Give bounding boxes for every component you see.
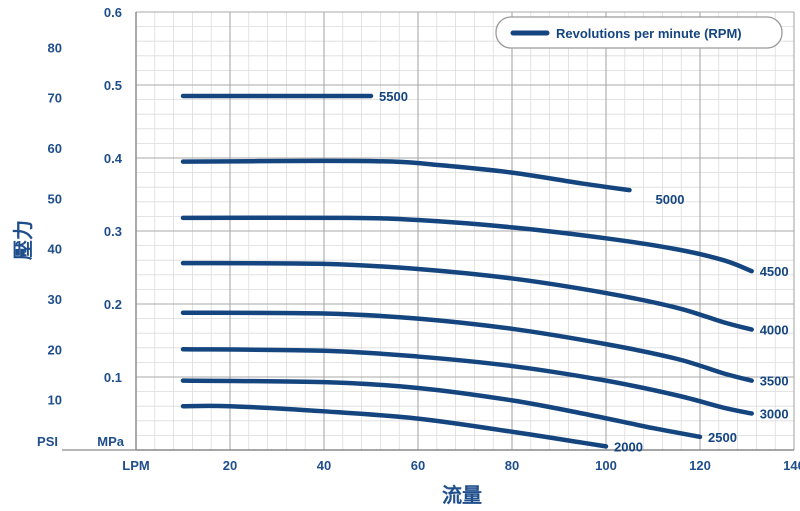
mpa-tick-label: 0.5 [104,78,122,93]
psi-tick-label: 60 [48,141,62,156]
psi-tick-label: 80 [48,40,62,55]
x-tick-label: 100 [595,458,617,473]
grid [135,11,795,451]
series-label-4500: 4500 [760,264,789,279]
legend-box [495,16,783,49]
series-label-4000: 4000 [760,323,789,338]
axes: 20 40 60 80 100 120 140 LPM 0.1 0.2 0.3 0.4 0.5 0.6 MP… [37,5,800,473]
series-label-3500: 3500 [760,374,789,389]
series-line-3500-rpm [180,310,754,383]
x-tick-label: 60 [411,458,425,473]
psi-tick-label: 50 [48,191,62,206]
series-label-5000: 5000 [656,192,685,207]
legend: Revolutions per minute (RPM) [495,16,783,49]
psi-tick-label: 30 [48,292,62,307]
series-line-5000-rpm [180,158,632,193]
series-label-3000: 3000 [760,407,789,422]
legend-title: Revolutions per minute (RPM) [556,26,742,41]
series-line-4000-rpm [180,260,754,332]
x-unit-label: LPM [122,458,149,473]
psi-tick-label: 20 [48,342,62,357]
mpa-tick-label: 0.1 [104,370,122,385]
x-tick-label: 140 [783,458,800,473]
mpa-unit-label: MPa [97,434,125,449]
series-label-2500: 2500 [708,430,737,445]
psi-tick-label: 70 [48,91,62,106]
series-line-4500-rpm [180,215,754,274]
series-label-2000: 2000 [614,439,643,454]
x-tick-label: 120 [689,458,711,473]
x-tick-label: 40 [317,458,331,473]
mpa-tick-label: 0.2 [104,297,122,312]
x-tick-label: 20 [223,458,237,473]
psi-tick-label: 10 [48,393,62,408]
series-line-3000-rpm [180,347,754,416]
psi-unit-label: PSI [37,434,58,449]
psi-tick-label: 40 [48,242,62,257]
y-axis-title: 壓力 [11,220,35,260]
series-line-2000-rpm [180,403,609,449]
mpa-tick-label: 0.6 [104,5,122,20]
series-line-2500-rpm [180,378,703,440]
mpa-tick-label: 0.3 [104,224,122,239]
x-tick-label: 80 [505,458,519,473]
series-label-5500: 5500 [379,89,408,104]
mpa-tick-label: 0.4 [104,151,123,166]
x-axis-title: 流量 [442,483,482,507]
series-labels: 5500 5000 4500 4000 3500 3000 2500 2000 [379,89,789,454]
series-group [180,93,754,449]
